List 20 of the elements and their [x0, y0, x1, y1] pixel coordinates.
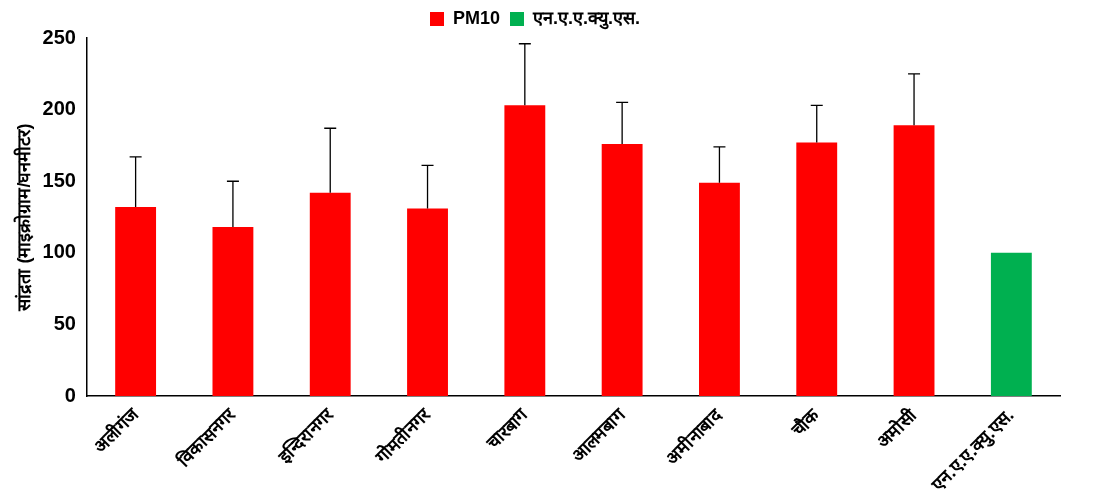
bar — [796, 142, 838, 397]
y-tick-label: 50 — [53, 311, 76, 334]
y-tick-label: 200 — [42, 97, 76, 120]
bar — [212, 227, 254, 397]
y-tick-label: 0 — [64, 383, 76, 406]
x-tick-label: चौक — [786, 403, 824, 441]
bar — [504, 105, 546, 397]
y-tick-label: 150 — [42, 168, 76, 191]
bar — [309, 192, 351, 397]
bar — [115, 207, 157, 397]
bar — [601, 143, 643, 397]
y-tick-label: 100 — [42, 240, 76, 263]
y-axis-title: सांद्रता (माइक्रोग्राम/घनमीटर) — [12, 123, 34, 312]
y-tick-label: 250 — [42, 25, 76, 48]
bar — [699, 182, 740, 397]
legend-label: एन.ए.ए.क्यु.एस. — [532, 7, 641, 30]
legend-label: PM10 — [452, 7, 501, 28]
bar — [893, 125, 935, 397]
bar — [407, 208, 448, 397]
bar — [990, 252, 1032, 397]
